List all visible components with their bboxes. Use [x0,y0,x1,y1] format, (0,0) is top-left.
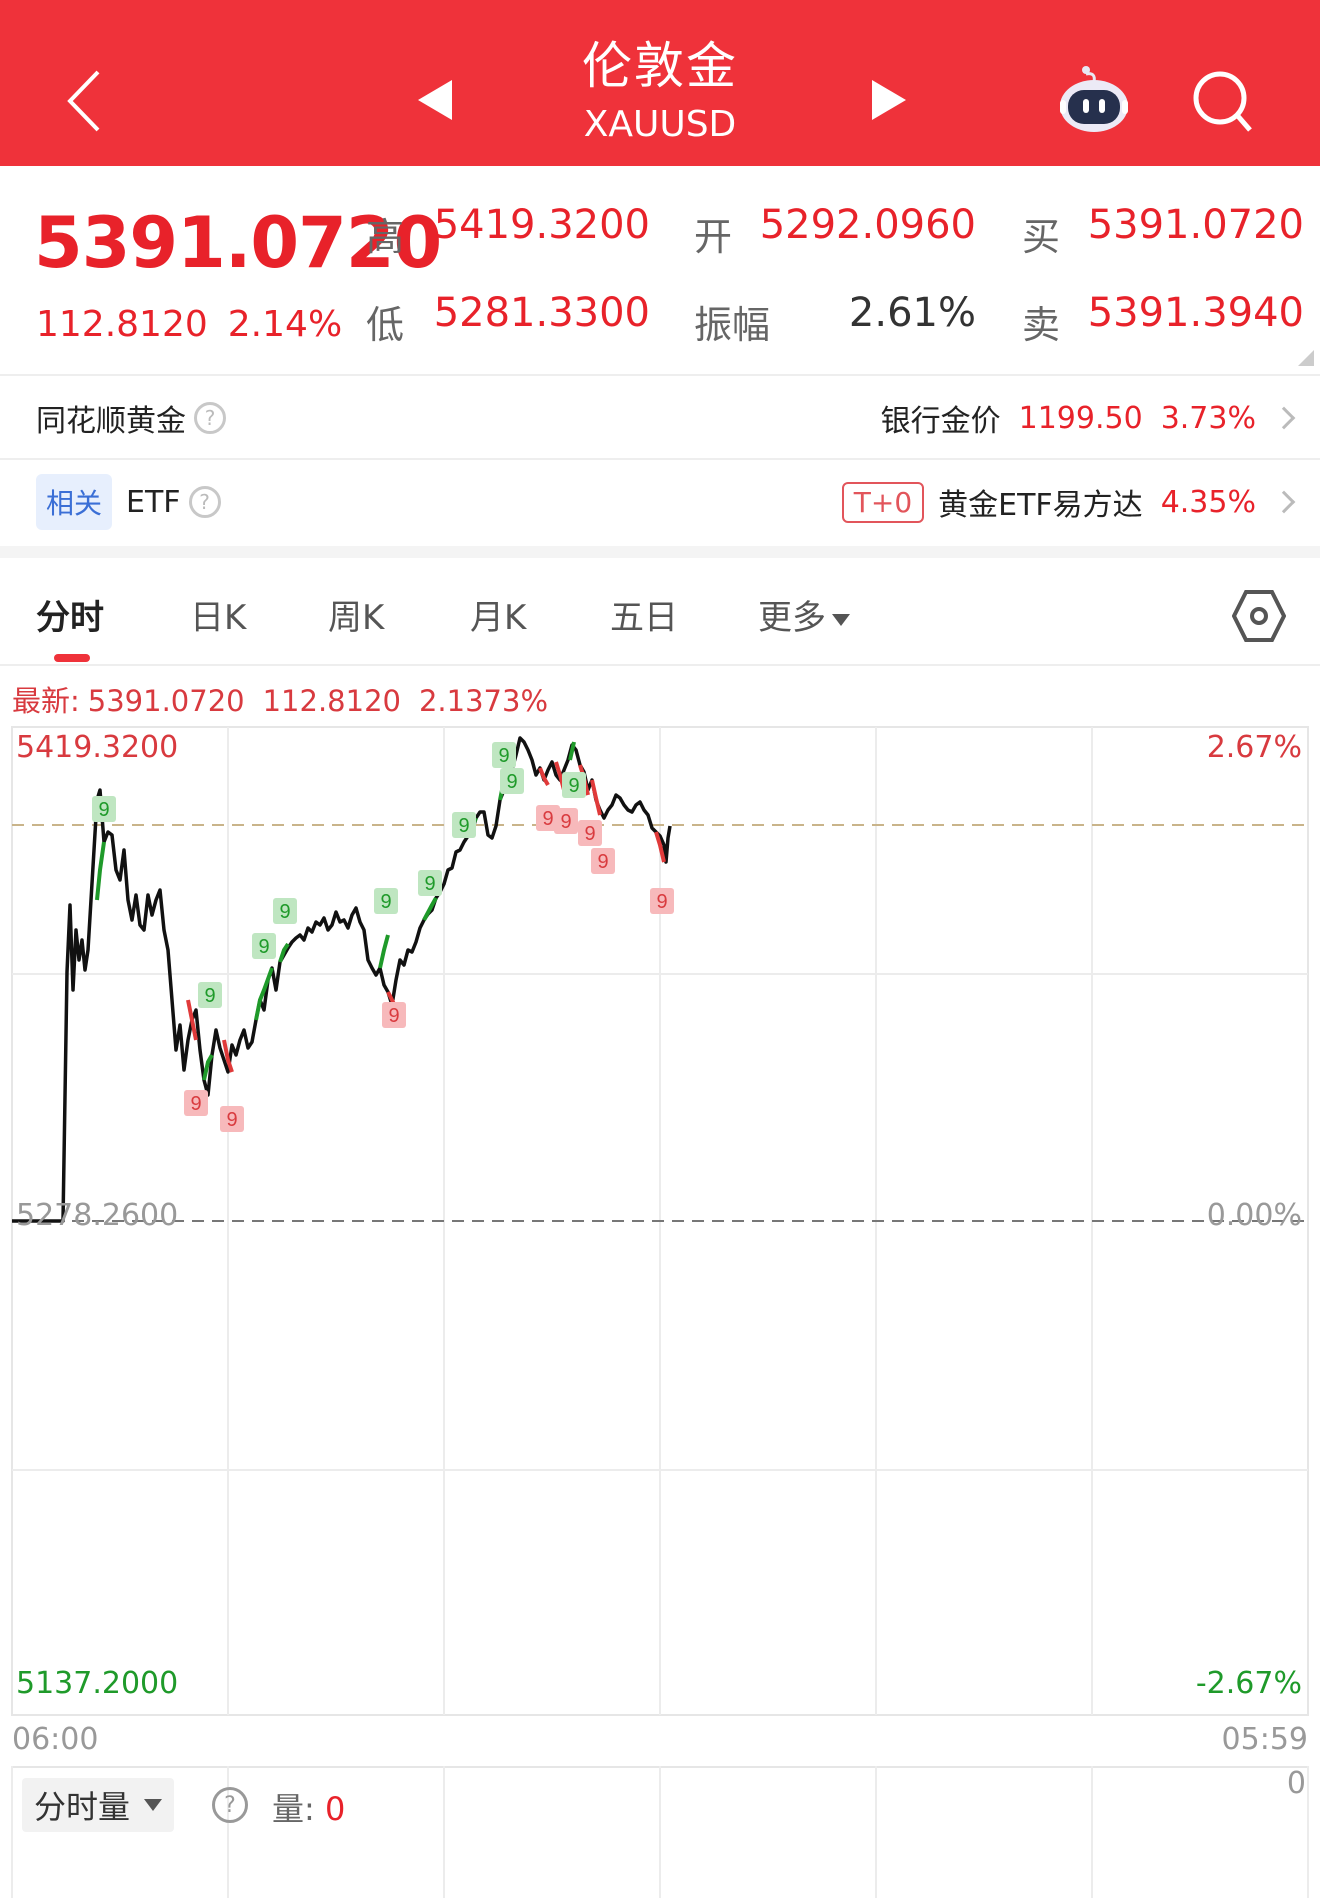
active-tab-indicator [54,654,90,662]
svg-text:9: 9 [656,891,667,913]
etf-name: 黄金ETF易方达 [938,488,1143,523]
volume-indicator-selector[interactable]: 分时量 [22,1778,175,1832]
volume-value: 0 [324,1790,346,1828]
volume-chart [11,1766,1309,1898]
gold-row-label: 同花顺黄金 [36,404,186,439]
intraday-price-chart[interactable]: 9 9 9 9 9 9 9 9 9 9 9 9 9 9 9 9 9 9 [0,720,1320,1720]
low-label: 低 [366,303,405,347]
y-axis-max-pct-label: 2.67% [1206,730,1302,765]
y-axis-max-label: 5419.3200 [16,730,179,765]
open-label: 开 [694,215,733,259]
search-icon[interactable] [1190,68,1256,134]
svg-text:9: 9 [458,815,469,837]
volume-label: 量: [272,1790,315,1828]
related-etf-row[interactable]: 相关 ETF ? T+0 黄金ETF易方达 4.35% [0,462,1320,544]
svg-text:9: 9 [498,745,509,767]
high-label: 高 [366,215,405,259]
bank-gold-price: 1199.50 [1018,400,1143,436]
y-axis-zero-pct-label: 0.00% [1206,1198,1302,1233]
symbol-code: XAUUSD [583,104,737,145]
bank-gold-pct: 3.73% [1160,400,1256,436]
chevron-right-icon [1272,490,1296,514]
top-nav-bar: 伦敦金 XAUUSD [0,0,1320,166]
change-percent: 2.14% [227,304,343,345]
t0-badge: T+0 [841,481,925,523]
related-tag: 相关 [36,474,113,530]
symbol-name: 伦敦金 [582,37,738,95]
svg-text:9: 9 [597,851,608,873]
help-icon[interactable]: ? [212,1787,248,1823]
prev-symbol-icon[interactable] [418,80,452,120]
latest-prefix: 最新: [12,684,80,718]
tab-more-label: 更多 [758,598,826,638]
bid-value: 5391.0720 [1087,202,1304,248]
svg-text:9: 9 [584,823,595,845]
svg-text:9: 9 [542,808,553,830]
robot-assistant-icon[interactable] [1056,64,1132,132]
y-axis-min-pct-label: -2.67% [1195,1666,1302,1701]
svg-text:9: 9 [204,985,215,1007]
chart-period-tabs: 分时 日K 周K 月K 五日 更多 [0,558,1320,666]
latest-quote-line: 最新: 5391.0720 112.8120 2.1373% [12,678,548,720]
settings-hexagon-icon[interactable] [1232,588,1286,644]
etf-pct: 4.35% [1160,484,1256,520]
ask-value: 5391.3940 [1087,290,1304,336]
tab-monthly-k[interactable]: 月K [470,598,527,638]
section-divider [0,546,1320,558]
svg-text:9: 9 [560,811,571,833]
caret-down-icon [144,1799,163,1811]
chevron-right-icon [1272,406,1296,430]
last-price: 5391.0720 [34,202,442,284]
price-change: 112.8120 2.14% [36,304,342,345]
amplitude-label: 振幅 [694,303,771,347]
quote-panel: 5391.0720 112.8120 2.14% 高 5419.3200 低 52… [0,166,1320,376]
volume-axis-max: 0 [1286,1766,1306,1801]
time-end-label: 05:59 [1221,1722,1308,1757]
svg-text:9: 9 [506,771,517,793]
tab-daily-k[interactable]: 日K [190,598,247,638]
tab-intraday[interactable]: 分时 [36,598,104,638]
svg-text:9: 9 [190,1093,201,1115]
tab-five-day[interactable]: 五日 [610,598,678,638]
high-value: 5419.3200 [433,202,650,248]
tonghuashun-gold-row[interactable]: 同花顺黄金 ? 银行金价 1199.50 3.73% [0,378,1320,460]
svg-text:9: 9 [568,775,579,797]
volume-selector-label: 分时量 [34,1788,131,1826]
y-axis-prev-close-label: 5278.2600 [16,1198,179,1233]
open-value: 5292.0960 [759,202,976,248]
latest-pct: 2.1373% [418,684,549,718]
svg-text:9: 9 [226,1109,237,1131]
svg-text:9: 9 [380,891,391,913]
tab-weekly-k[interactable]: 周K [328,598,385,638]
latest-price: 5391.0720 [87,684,245,718]
symbol-title: 伦敦金 XAUUSD [460,34,860,148]
y-axis-min-label: 5137.2000 [16,1666,179,1701]
svg-text:9: 9 [258,936,269,958]
amplitude-value: 2.61% [848,290,976,336]
help-icon[interactable]: ? [194,402,226,434]
bank-gold-label: 银行金价 [880,404,1001,439]
svg-text:9: 9 [98,799,109,821]
latest-change: 112.8120 [262,684,401,718]
time-start-label: 06:00 [12,1722,99,1757]
td-buy-marker: 9 [92,796,116,822]
svg-text:9: 9 [388,1005,399,1027]
svg-text:9: 9 [279,901,290,923]
expand-corner-icon[interactable] [1298,350,1314,366]
volume-readout: 量: 0 [272,1784,345,1830]
low-value: 5281.3300 [433,290,650,336]
ask-label: 卖 [1022,303,1061,347]
tab-more[interactable]: 更多 [758,590,850,639]
svg-text:9: 9 [424,873,435,895]
next-symbol-icon[interactable] [872,80,906,120]
bid-label: 买 [1022,215,1061,259]
back-icon[interactable] [62,66,106,136]
help-icon[interactable]: ? [188,486,221,518]
change-value: 112.8120 [36,304,208,345]
caret-down-icon [832,613,850,626]
etf-label: ETF [126,484,181,520]
